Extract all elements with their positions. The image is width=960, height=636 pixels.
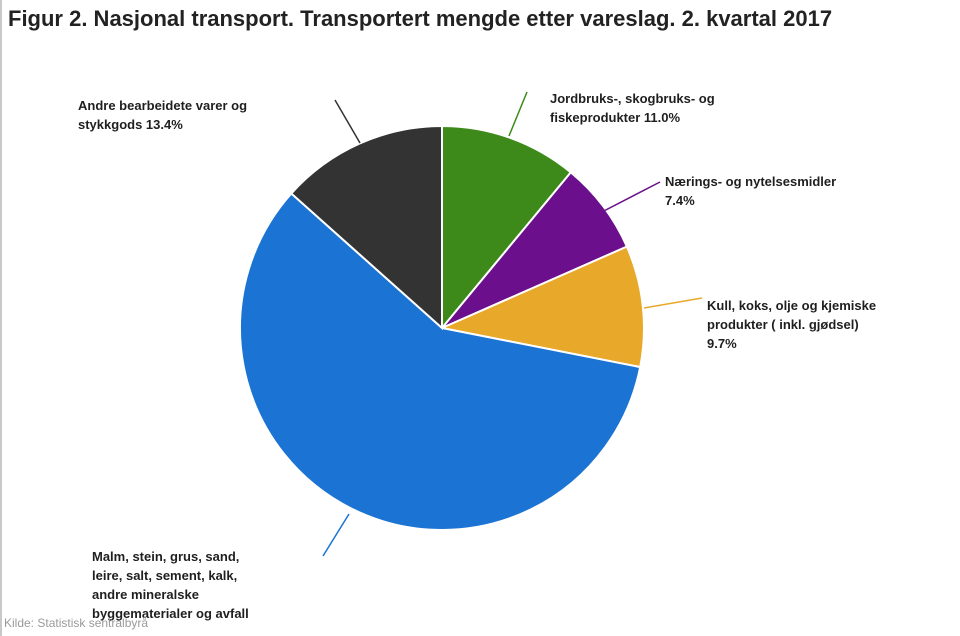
- slice-label-line: produkter ( inkl. gjødsel): [707, 317, 859, 332]
- slice-label-line: Jordbruks-, skogbruks- og: [550, 91, 715, 106]
- leader-line-2: [597, 181, 661, 215]
- slice-label-line: andre mineralske: [92, 587, 199, 602]
- leader-line-5: [334, 99, 361, 144]
- slice-label-line: Nærings- og nytelsesmidler: [665, 174, 836, 189]
- pie-slice-1: [441, 124, 573, 331]
- leader-line-3: [643, 297, 703, 309]
- slice-label-line: byggematerialer og avfall: [92, 606, 249, 621]
- slice-label-5: Andre bearbeidete varer og stykkgods 13.4…: [78, 98, 247, 132]
- leader-line-1: [508, 91, 528, 137]
- slice-label-2: Nærings- og nytelsesmidler 7.4%: [665, 174, 836, 208]
- pie-slice-4: [239, 192, 642, 531]
- slice-label-4: Malm, stein, grus, sand, leire, salt, sem…: [92, 549, 249, 621]
- left-border: [0, 0, 2, 636]
- leader-line-4: [322, 513, 350, 557]
- slice-label-line: leire, salt, sement, kalk,: [92, 568, 237, 583]
- slice-label-line: fiskeprodukter 11.0%: [550, 110, 680, 125]
- slice-label-line: 7.4%: [665, 193, 695, 208]
- slice-label-line: 9.7%: [707, 336, 737, 351]
- slice-label-1: Jordbruks-, skogbruks- og fiskeprodukter …: [550, 91, 715, 125]
- chart-title: Figur 2. Nasjonal transport. Transporter…: [8, 6, 833, 31]
- slice-label-line: Andre bearbeidete varer og: [78, 98, 247, 113]
- source-note: Kilde: Statistisk sentralbyrå: [4, 616, 149, 630]
- slice-label-line: stykkgods 13.4%: [78, 117, 183, 132]
- pie-slice-5: [289, 124, 443, 331]
- slice-label-line: Kull, koks, olje og kjemiske: [707, 298, 876, 313]
- slice-label-3: Kull, koks, olje og kjemiske produkter ( …: [707, 298, 876, 351]
- slice-label-line: Malm, stein, grus, sand,: [92, 549, 239, 564]
